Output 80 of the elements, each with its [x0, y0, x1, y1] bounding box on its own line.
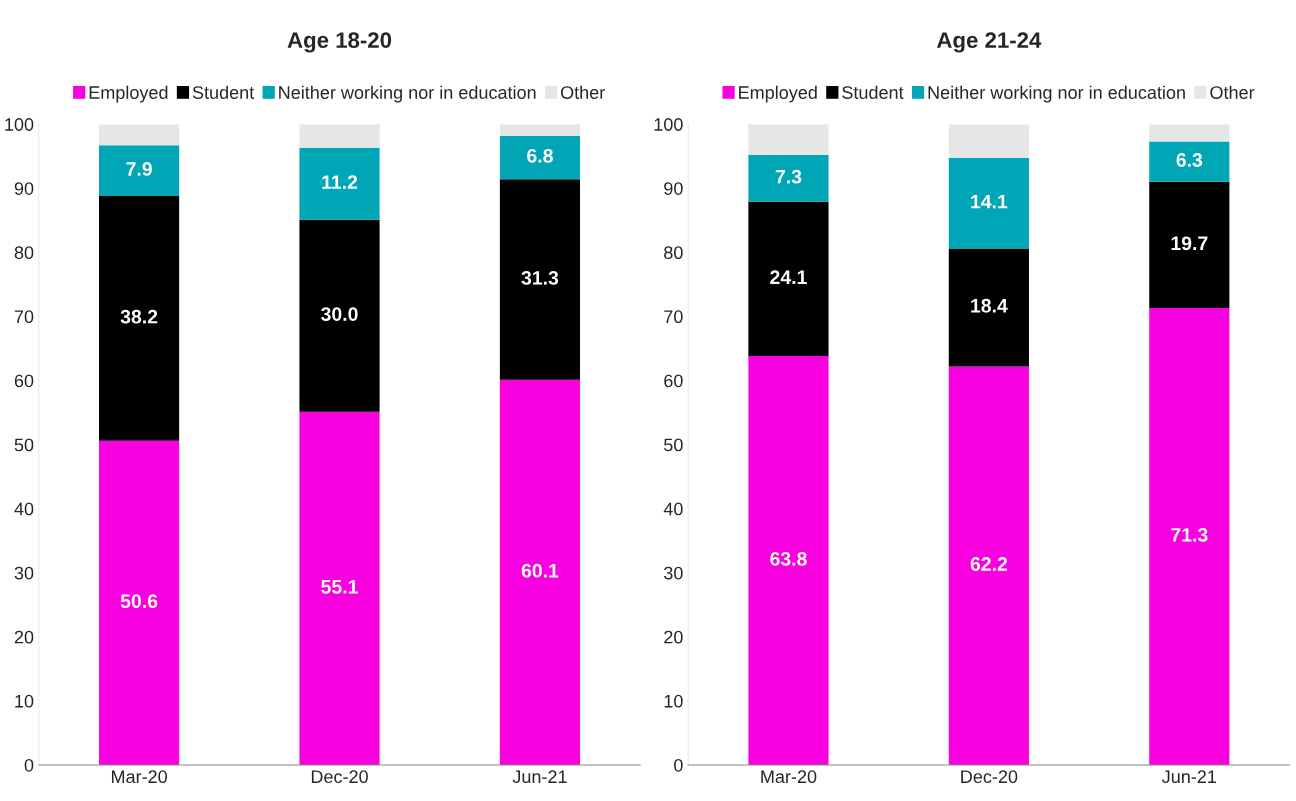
y-tick-label: 0 [674, 758, 683, 772]
bar [948, 366, 1029, 765]
bar [499, 135, 581, 180]
bar [948, 158, 1029, 249]
bar [1149, 181, 1230, 309]
x-tick-label: Dec-20 [961, 770, 1018, 784]
legend-label: Other [1210, 85, 1255, 99]
bar [299, 219, 380, 412]
y-tick-label: 80 [664, 246, 683, 260]
legend-label: Employed [739, 85, 817, 103]
y-tick-label: 100 [5, 118, 34, 131]
bar [948, 248, 1029, 367]
y-tick-label: 70 [664, 310, 683, 324]
y-tick-label: 30 [664, 566, 683, 580]
y-tick-label: 100 [654, 118, 683, 131]
y-tick-label: 90 [14, 182, 34, 195]
bar [1149, 141, 1230, 182]
data-label: 38.2 [120, 309, 158, 324]
data-label: 50.6 [120, 594, 158, 609]
bar [748, 124, 829, 155]
legend-label: Employed [89, 85, 168, 103]
legend-label: Student [192, 85, 255, 99]
data-label: 30.0 [321, 307, 358, 321]
data-label: 18.4 [971, 298, 1008, 313]
bar [99, 195, 180, 441]
legend-label: Neither working nor in education [279, 85, 536, 103]
y-tick-label: 40 [663, 502, 683, 516]
y-tick-label: 40 [14, 502, 34, 516]
x-tick-label: Mar-20 [761, 770, 817, 784]
legend-label: Other [560, 85, 605, 99]
data-label: 63.8 [770, 551, 807, 566]
bar [748, 154, 829, 202]
data-label: 6.8 [527, 148, 553, 163]
y-tick-label: 10 [15, 694, 34, 708]
y-tick-label: 90 [664, 182, 683, 195]
bar [299, 411, 380, 765]
bar [499, 124, 581, 136]
x-tick-label: Jun-21 [512, 770, 567, 784]
y-tick-label: 80 [14, 246, 34, 260]
bar [99, 440, 180, 765]
y-tick-label: 0 [24, 758, 34, 772]
data-label: 55.1 [321, 580, 358, 594]
x-tick-label: Jun-21 [1161, 770, 1217, 784]
data-label: 19.7 [1171, 236, 1208, 251]
data-label: 31.3 [521, 271, 559, 285]
x-tick-label: Dec-20 [311, 770, 368, 784]
data-label: 62.2 [970, 557, 1008, 571]
y-tick-label: 20 [664, 630, 683, 644]
data-label: 60.1 [521, 563, 559, 578]
data-label: 11.2 [322, 175, 358, 189]
y-tick-label: 50 [664, 438, 683, 452]
y-tick-label: 50 [14, 438, 34, 452]
bar [99, 124, 180, 146]
y-tick-label: 60 [664, 374, 683, 388]
bar [299, 124, 380, 148]
y-tick-label: 70 [14, 310, 34, 324]
bar [1149, 308, 1230, 765]
data-label: 14.1 [971, 194, 1008, 209]
bar [1149, 124, 1230, 142]
data-label: 71.3 [1171, 527, 1208, 542]
bar [499, 379, 581, 765]
bar [299, 147, 380, 220]
data-label: 7.9 [126, 162, 152, 176]
y-tick-label: 60 [14, 374, 34, 388]
bar [748, 356, 829, 765]
y-tick-label: 30 [14, 566, 34, 580]
data-label: 6.3 [1176, 153, 1203, 167]
bar [99, 145, 180, 196]
bar [948, 124, 1029, 159]
y-tick-label: 20 [14, 630, 34, 644]
legend-label: Neither working nor in education [928, 85, 1185, 103]
bar [748, 201, 829, 357]
chart-title: Age 21-24 [936, 32, 1042, 53]
legend-label: Student [842, 85, 904, 99]
data-label: 24.1 [770, 270, 807, 284]
bar [499, 179, 581, 380]
x-tick-label: Mar-20 [111, 770, 167, 784]
y-tick-label: 10 [664, 694, 683, 708]
chart-title: Age 18-20 [287, 32, 392, 53]
data-label: 7.3 [775, 169, 802, 184]
